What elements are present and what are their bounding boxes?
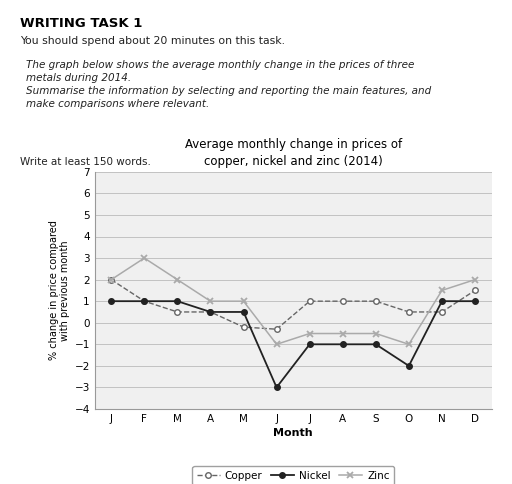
- Copper: [241, 324, 247, 330]
- Nickel: [174, 298, 180, 304]
- Copper: [439, 309, 445, 315]
- Nickel: [141, 298, 147, 304]
- Nickel: [207, 309, 214, 315]
- Text: You should spend about 20 minutes on this task.: You should spend about 20 minutes on thi…: [20, 36, 286, 46]
- Zinc: [174, 277, 180, 283]
- Copper: [174, 309, 180, 315]
- Copper: [273, 326, 280, 332]
- Copper: [307, 298, 313, 304]
- Text: WRITING TASK 1: WRITING TASK 1: [20, 17, 143, 30]
- Zinc: [307, 331, 313, 336]
- Zinc: [373, 331, 379, 336]
- Nickel: [241, 309, 247, 315]
- Copper: [207, 309, 214, 315]
- Zinc: [339, 331, 346, 336]
- Copper: [472, 287, 478, 293]
- Title: Average monthly change in prices of
copper, nickel and zinc (2014): Average monthly change in prices of copp…: [184, 138, 402, 168]
- Line: Zinc: Zinc: [108, 255, 478, 348]
- X-axis label: Month: Month: [273, 428, 313, 438]
- Copper: [406, 309, 412, 315]
- Zinc: [207, 298, 214, 304]
- Nickel: [339, 341, 346, 347]
- Nickel: [273, 384, 280, 390]
- Nickel: [373, 341, 379, 347]
- Zinc: [241, 298, 247, 304]
- Nickel: [472, 298, 478, 304]
- Copper: [339, 298, 346, 304]
- Text: Summarise the information by selecting and reporting the main features, and
make: Summarise the information by selecting a…: [26, 86, 431, 109]
- Zinc: [273, 341, 280, 347]
- Zinc: [141, 255, 147, 261]
- Copper: [373, 298, 379, 304]
- Zinc: [406, 341, 412, 347]
- Zinc: [108, 277, 114, 283]
- Nickel: [439, 298, 445, 304]
- Nickel: [307, 341, 313, 347]
- Y-axis label: % change in price compared
with previous month: % change in price compared with previous…: [49, 221, 70, 360]
- Nickel: [406, 363, 412, 369]
- Zinc: [439, 287, 445, 293]
- Nickel: [108, 298, 114, 304]
- Zinc: [472, 277, 478, 283]
- Text: Write at least 150 words.: Write at least 150 words.: [20, 157, 152, 167]
- Line: Copper: Copper: [109, 277, 478, 332]
- Line: Nickel: Nickel: [109, 299, 478, 390]
- Copper: [108, 277, 114, 283]
- Copper: [141, 298, 147, 304]
- Text: The graph below shows the average monthly change in the prices of three
metals d: The graph below shows the average monthl…: [26, 60, 414, 83]
- Legend: Copper, Nickel, Zinc: Copper, Nickel, Zinc: [193, 467, 394, 484]
